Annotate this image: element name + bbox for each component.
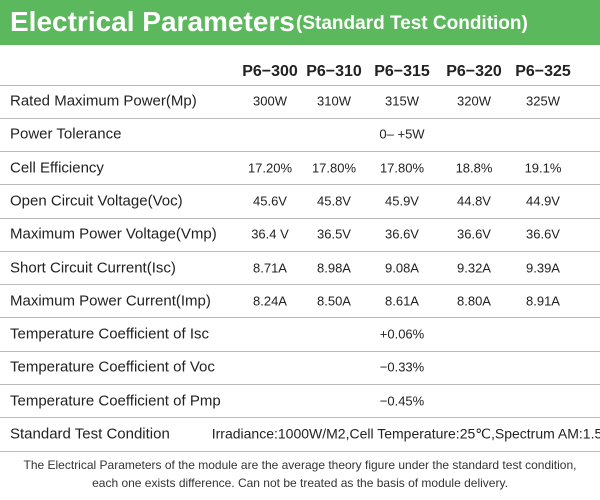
cell-value: 36.6V [457,226,491,242]
cell-value: 315W [385,93,419,109]
row-divider [0,217,600,219]
footnote-line: each one exists difference. Can not be t… [92,476,508,490]
title: Electrical Parameters [10,6,295,37]
cell-value: 8.24A [253,293,287,309]
cell-value: 9.08A [385,260,419,275]
row-divider [0,350,600,352]
column-header: P6−300 [242,63,298,80]
cell-value: 8.71A [253,260,287,275]
cell-value: −0.45% [379,393,425,409]
cell-value: +0.06% [379,326,425,342]
row-divider [0,417,600,419]
column-header: P6−320 [446,63,502,80]
cell-value: 320W [457,93,491,109]
row-label: Rated Maximum Power(Mp) [10,92,197,110]
row-divider [0,250,600,252]
cell-value: 45.9V [385,193,419,209]
cell-value: 36.4 V [251,226,289,242]
cell-value: 9.39A [526,260,560,275]
row-divider [0,117,600,119]
cell-value: 300W [253,93,287,109]
row-label: Cell Efficiency [10,159,104,177]
row-divider [0,284,600,286]
cell-value: 36.6V [385,226,419,242]
cell-value: 36.6V [526,226,560,242]
cell-value: 8.61A [385,293,419,309]
cell-value: 19.1% [524,160,562,176]
row-label: Standard Test Condition [10,425,170,443]
cell-value: 0– +5W [379,126,425,142]
cell-value: 45.6V [253,193,287,209]
subtitle: (Standard Test Condition) [296,13,528,34]
column-header: P6−325 [515,63,571,80]
cell-value: 8.50A [317,293,351,309]
cell-value: 44.8V [457,193,491,209]
row-label: Temperature Coefficient of Isc [10,325,209,343]
cell-value: −0.33% [379,359,425,375]
cell-value: 8.80A [457,293,491,309]
cell-value: 17.20% [247,160,293,176]
cell-value: 45.8V [317,193,351,209]
cell-value: 325W [526,93,560,109]
cell-value: 17.80% [379,160,425,176]
row-divider [0,450,600,452]
cell-value: 18.8% [455,160,493,176]
column-header: P6−310 [306,63,362,80]
row-label: Temperature Coefficient of Voc [10,358,215,376]
cell-value: 36.5V [317,226,351,242]
cell-value: 8.98A [317,260,351,275]
cell-value: 44.9V [526,193,560,209]
cell-value: 8.91A [526,293,560,309]
row-label: Maximum Power Voltage(Vmp) [10,225,217,243]
column-header: P6−315 [374,63,430,80]
row-label: Temperature Coefficient of Pmp [10,392,221,410]
row-divider [0,317,600,319]
row-divider [0,384,600,386]
row-divider [0,85,600,86]
row-label: Maximum Power Current(Imp) [10,292,211,310]
cell-value: 17.80% [311,160,357,176]
cell-value: 310W [317,93,351,109]
row-divider [0,150,600,152]
row-divider [0,184,600,186]
footnote-line: The Electrical Parameters of the module … [23,458,577,472]
row-label: Short Circuit Current(Isc) [10,259,176,276]
row-label: Open Circuit Voltage(Voc) [10,192,183,210]
row-label: Power Tolerance [10,125,122,143]
cell-value: Irradiance:1000W/M2,Cell Temperature:25℃… [211,425,600,442]
header-bar: Electrical Parameters (Standard Test Con… [0,0,600,45]
cell-value: 9.32A [457,260,491,275]
